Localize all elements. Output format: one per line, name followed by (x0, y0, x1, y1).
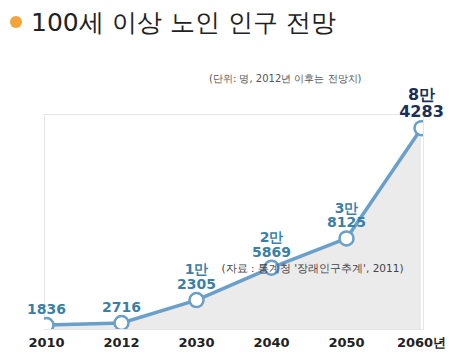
svg-text:1836: 1836 (27, 301, 66, 317)
svg-text:(자료 : 통계청 '장래인구추계', 2011): (자료 : 통계청 '장래인구추계', 2011) (222, 262, 404, 274)
svg-text:3만8125: 3만8125 (327, 200, 366, 231)
svg-text:2만5869: 2만5869 (252, 229, 291, 260)
svg-text:1만2305: 1만2305 (177, 261, 216, 292)
html-text:100세 이상 노인 인구 전망: 100세 이상 노인 인구 전망 (31, 7, 336, 37)
svg-text:2060년: 2060년 (397, 335, 446, 350)
svg-text:2050: 2050 (328, 335, 364, 350)
svg-text:2716: 2716 (102, 299, 141, 315)
svg-text:(단위: 명, 2012년 이후는 전망치): (단위: 명, 2012년 이후는 전망치) (209, 73, 362, 84)
svg-text:2012: 2012 (103, 335, 139, 350)
svg-text:2010: 2010 (28, 335, 64, 350)
svg-text:2030: 2030 (178, 335, 214, 350)
svg-text:8만4283: 8만4283 (399, 85, 444, 121)
svg-text:2040: 2040 (253, 335, 289, 350)
